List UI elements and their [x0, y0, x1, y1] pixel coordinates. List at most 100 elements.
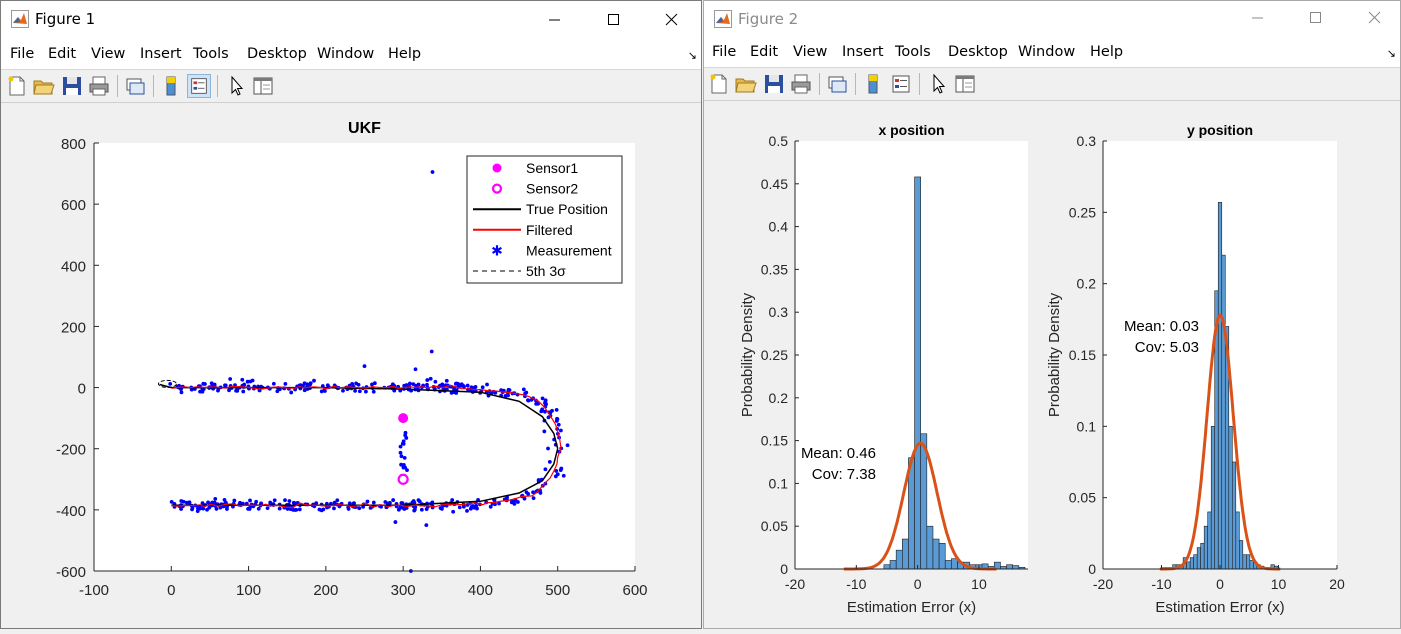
menu-desktop[interactable]: Desktop — [948, 44, 1008, 60]
menu-insert[interactable]: Insert — [140, 46, 182, 62]
menu-file[interactable]: File — [712, 44, 737, 60]
legend-sensor2-symbol — [491, 183, 503, 194]
menu-insert[interactable]: Insert — [842, 44, 884, 60]
menu-desktop[interactable]: Desktop — [247, 46, 307, 62]
edit-plot-icon[interactable] — [224, 74, 248, 98]
measurement-point — [181, 499, 186, 504]
dock-arrow-icon[interactable]: ↘ — [1386, 48, 1396, 60]
x-tick-label: 400 — [468, 582, 493, 599]
legend-icon[interactable] — [187, 74, 211, 98]
measurement-point — [526, 491, 531, 496]
dock-arrow-icon[interactable]: ↘ — [687, 50, 697, 62]
print-icon[interactable] — [87, 74, 111, 98]
y-tick-label: 0.4 — [769, 219, 789, 235]
measurement-point — [416, 382, 421, 387]
toolbar-separator — [855, 73, 856, 95]
title-bar[interactable]: Figure 1 — [1, 1, 701, 39]
measurement-point — [399, 501, 404, 505]
chart-title: y position — [1187, 122, 1253, 138]
measurement-point — [450, 498, 455, 502]
histogram-bar — [883, 564, 891, 570]
normal-fit-curve — [843, 441, 997, 571]
measurement-point — [265, 506, 270, 511]
measurement-point — [272, 498, 277, 503]
new-figure-icon[interactable] — [5, 74, 29, 98]
cov-annotation: Cov: 7.38 — [812, 466, 876, 483]
measurement-point — [241, 389, 246, 394]
legend-icon[interactable] — [889, 72, 913, 96]
histogram-bar — [1012, 565, 1020, 570]
measurement-point — [222, 498, 227, 502]
close-icon — [665, 13, 678, 26]
measurement-point — [565, 443, 570, 448]
menu-help[interactable]: Help — [1090, 44, 1124, 60]
close-button[interactable] — [648, 1, 694, 39]
x-tick-label: 300 — [391, 582, 416, 599]
colorbar-icon[interactable] — [861, 72, 885, 96]
menu-tools[interactable]: Tools — [193, 46, 229, 62]
menu-help[interactable]: Help — [388, 46, 422, 62]
figure-1-window: Figure 1 File Edit View Insert Tools Des… — [0, 0, 702, 629]
window-title: Figure 2 — [738, 10, 799, 28]
histogram-bar — [1210, 426, 1216, 570]
link-icon[interactable] — [825, 72, 849, 96]
measurement-point — [543, 481, 548, 486]
toolbar-separator — [919, 73, 920, 95]
measurement-point — [305, 382, 310, 387]
menu-edit[interactable]: Edit — [750, 44, 779, 60]
maximize-button[interactable] — [1292, 1, 1338, 39]
measurement-point — [372, 381, 377, 386]
measurement-point — [412, 500, 417, 505]
minimize-button[interactable] — [1234, 1, 1280, 39]
histogram-bar — [1242, 554, 1247, 570]
menu-view[interactable]: View — [793, 44, 828, 60]
menu-tools[interactable]: Tools — [895, 44, 931, 60]
window-title: Figure 1 — [35, 10, 96, 28]
measurement-point — [213, 497, 218, 501]
maximize-button[interactable] — [590, 1, 636, 39]
matlab-logo-icon — [11, 10, 29, 28]
maximize-icon — [1310, 12, 1321, 23]
menu-edit[interactable]: Edit — [48, 46, 77, 62]
toolbar — [704, 68, 1400, 101]
measurement-point — [245, 379, 250, 384]
menu-window[interactable]: Window — [317, 46, 375, 62]
measurement-point — [506, 387, 511, 392]
measurement-point — [404, 436, 409, 440]
toolbar-separator — [153, 75, 154, 97]
measurement-point — [179, 507, 183, 511]
new-figure-icon[interactable] — [707, 72, 731, 96]
measurement-point — [271, 381, 276, 386]
save-icon[interactable] — [60, 74, 84, 98]
edit-plot-icon[interactable] — [926, 72, 950, 96]
x-tick-label: 600 — [622, 582, 647, 599]
minimize-icon — [1252, 17, 1263, 19]
close-button[interactable] — [1351, 1, 1397, 39]
measurement-point — [206, 500, 210, 505]
histogram-bar — [914, 176, 921, 570]
measurement-point — [298, 383, 303, 388]
save-icon[interactable] — [762, 72, 786, 96]
measurement-point — [201, 381, 206, 386]
measurement-point — [283, 381, 288, 386]
property-inspector-icon[interactable] — [251, 74, 275, 98]
colorbar-icon[interactable] — [159, 74, 183, 98]
minimize-button[interactable] — [531, 1, 577, 39]
x-tick-label: -10 — [846, 576, 866, 592]
measurement-point — [408, 381, 412, 386]
chart-title: x position — [878, 122, 944, 138]
title-bar[interactable]: Figure 2 — [704, 1, 1400, 39]
histogram-bar — [932, 538, 940, 570]
measurement-point — [317, 507, 322, 512]
print-icon[interactable] — [789, 72, 813, 96]
open-file-icon[interactable] — [734, 72, 758, 96]
link-icon[interactable] — [123, 74, 147, 98]
menu-window[interactable]: Window — [1018, 44, 1076, 60]
x-tick-label: -100 — [79, 582, 109, 599]
measurement-point — [398, 444, 403, 449]
menu-view[interactable]: View — [91, 46, 126, 62]
open-file-icon[interactable] — [32, 74, 56, 98]
property-inspector-icon[interactable] — [953, 72, 977, 96]
histogram-bar — [1200, 543, 1205, 570]
menu-file[interactable]: File — [10, 46, 35, 62]
